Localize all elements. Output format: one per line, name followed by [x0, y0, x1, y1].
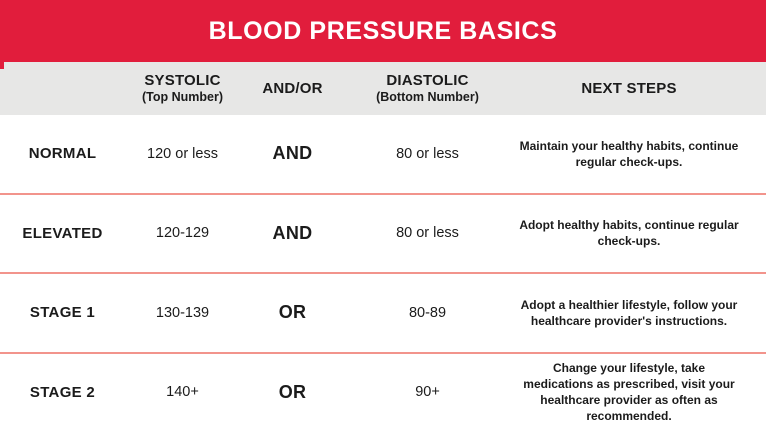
- connector-cell: OR: [278, 302, 307, 323]
- col-header-next-steps: NEXT STEPS: [510, 80, 766, 97]
- table-row-elevated: ELEVATED 120-129 AND 80 or less Adopt he…: [0, 195, 766, 274]
- category-cell: NORMAL: [28, 145, 97, 163]
- systolic-cell: 120 or less: [147, 145, 218, 162]
- next-steps-text: Change your lifestyle, take medications …: [523, 360, 735, 424]
- connector-cell: AND: [272, 222, 313, 243]
- table-body: NORMAL 120 or less AND 80 or less Mainta…: [0, 115, 766, 431]
- col-header-next-steps-label: NEXT STEPS: [581, 79, 677, 97]
- next-steps-cell: Change your lifestyle, take medications …: [510, 360, 766, 425]
- diastolic-cell: 80-89: [408, 304, 447, 321]
- table-row-normal: NORMAL 120 or less AND 80 or less Mainta…: [0, 115, 766, 195]
- col-header-systolic-sublabel: (Top Number): [141, 89, 223, 104]
- banner-edge-notch: [0, 62, 4, 69]
- title-banner: BLOOD PRESSURE BASICS: [0, 0, 766, 62]
- category-cell: STAGE 1: [29, 304, 96, 322]
- table-row-stage-1: STAGE 1 130-139 OR 80-89 Adopt a healthi…: [0, 274, 766, 354]
- systolic-cell: 120-129: [155, 225, 210, 242]
- col-header-systolic-label: SYSTOLIC: [144, 72, 221, 90]
- col-header-diastolic-sublabel: (Bottom Number): [376, 89, 479, 104]
- table-header-row: SYSTOLIC (Top Number) AND/OR DIASTOLIC (…: [0, 62, 766, 115]
- next-steps-cell: Adopt a healthier lifestyle, follow your…: [510, 297, 766, 329]
- col-header-systolic: SYSTOLIC (Top Number): [125, 72, 240, 104]
- next-steps-text: Maintain your healthy habits, continue r…: [519, 138, 739, 169]
- diastolic-cell: 90+: [415, 384, 440, 401]
- col-header-andor-label: AND/OR: [262, 79, 323, 97]
- col-header-diastolic: DIASTOLIC (Bottom Number): [345, 72, 510, 104]
- table-row-stage-2: STAGE 2 140+ OR 90+ Change your lifestyl…: [0, 354, 766, 431]
- diastolic-cell: 80 or less: [396, 145, 459, 162]
- page-title: BLOOD PRESSURE BASICS: [208, 16, 558, 45]
- systolic-cell: 130-139: [155, 304, 210, 321]
- next-steps-text: Adopt a healthier lifestyle, follow your…: [520, 297, 738, 328]
- connector-cell: OR: [278, 381, 307, 402]
- next-steps-cell: Adopt healthy habits, continue regular c…: [510, 217, 766, 249]
- category-cell: ELEVATED: [22, 224, 103, 242]
- category-cell: STAGE 2: [29, 383, 96, 401]
- next-steps-cell: Maintain your healthy habits, continue r…: [510, 138, 766, 170]
- col-header-diastolic-label: DIASTOLIC: [386, 72, 469, 90]
- connector-cell: AND: [272, 143, 313, 164]
- systolic-cell: 140+: [166, 384, 199, 401]
- col-header-andor: AND/OR: [240, 80, 345, 97]
- next-steps-text: Adopt healthy habits, continue regular c…: [519, 218, 739, 249]
- diastolic-cell: 80 or less: [396, 225, 459, 242]
